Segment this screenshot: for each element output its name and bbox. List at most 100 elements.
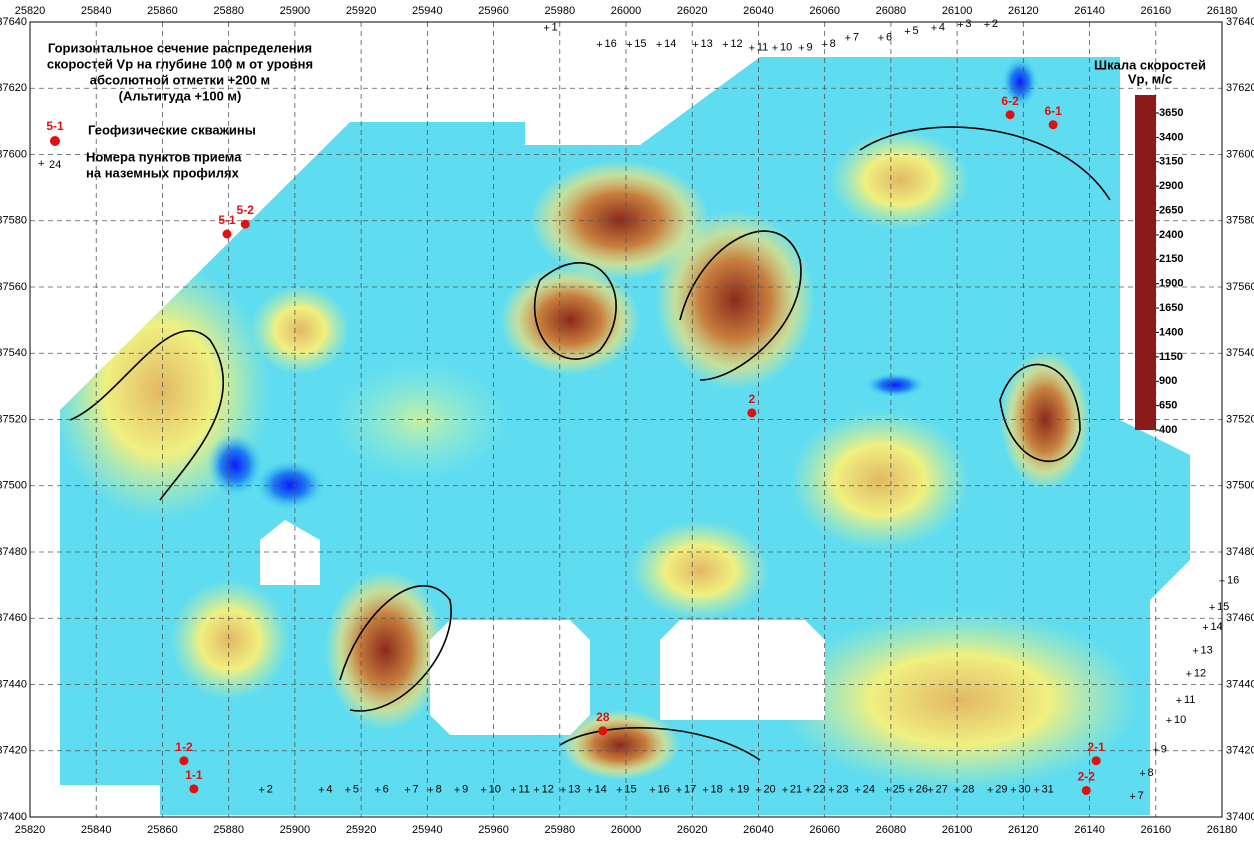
station-marker: + <box>878 32 884 44</box>
y-tick-label: 37620 <box>1226 82 1254 94</box>
y-tick-label: 37540 <box>0 347 27 359</box>
well-label: 2-2 <box>1078 770 1096 784</box>
station-marker: + <box>676 784 682 796</box>
station-marker: + <box>855 784 861 796</box>
station-label: 13 <box>1201 644 1213 656</box>
y-tick-label: 37580 <box>0 215 27 227</box>
title-line: Горизонтальное сечение распределения <box>48 40 312 55</box>
well-label: 2-1 <box>1088 740 1106 754</box>
station-label: 8 <box>436 783 442 795</box>
station-label: 15 <box>624 783 636 795</box>
station-label: 24 <box>863 783 875 795</box>
station-label: 12 <box>542 783 554 795</box>
station-marker: + <box>656 39 662 51</box>
colorbar-tick-label: 2900 <box>1159 180 1183 192</box>
station-marker: + <box>987 784 993 796</box>
well-marker <box>747 408 757 418</box>
station-label: 26 <box>916 783 928 795</box>
station-label: 4 <box>939 22 945 34</box>
station-marker: + <box>957 19 963 31</box>
station-marker: + <box>1186 668 1192 680</box>
x-tick-label: 26120 <box>1008 5 1039 17</box>
station-label: 5 <box>912 25 918 37</box>
station-marker: + <box>729 784 735 796</box>
station-label: 16 <box>657 783 669 795</box>
colorbar-tick-label: 1150 <box>1159 351 1183 363</box>
station-label: 9 <box>462 783 468 795</box>
station-marker: + <box>1209 602 1215 614</box>
x-tick-label: 25900 <box>280 5 311 17</box>
station-label: 15 <box>1217 601 1229 613</box>
x-tick-label: 25980 <box>544 5 575 17</box>
station-marker: + <box>722 39 728 51</box>
station-label: 16 <box>1227 575 1239 587</box>
station-label: 12 <box>1194 667 1206 679</box>
station-label: 11 <box>518 783 529 795</box>
y-tick-label: 37460 <box>0 612 27 624</box>
station-marker: + <box>543 23 549 35</box>
station-marker: + <box>1202 622 1208 634</box>
frame <box>29 21 1223 818</box>
well-label: 6-1 <box>1044 104 1062 118</box>
x-tick-label: 25920 <box>346 5 377 17</box>
well-marker <box>179 756 189 766</box>
well-marker <box>1091 756 1101 766</box>
legend: 5-1 Геофизические скважины + 24 Номера п… <box>38 119 256 180</box>
y-tick-label: 37440 <box>0 678 27 690</box>
x-tick-label: 26140 <box>1074 824 1105 836</box>
station-label: 11 <box>1184 694 1195 706</box>
station-label: 14 <box>1210 621 1222 633</box>
colorbar-ramp <box>1135 113 1156 430</box>
y-tick-label: 37600 <box>1226 148 1254 160</box>
colorbar-tick-label: 1900 <box>1159 278 1183 290</box>
station-marker: + <box>821 39 827 51</box>
well-marker <box>240 219 250 229</box>
well-label: 6-2 <box>1001 94 1019 108</box>
station-label: 29 <box>995 783 1007 795</box>
station-marker: + <box>927 784 933 796</box>
x-tick-label: 26060 <box>809 824 840 836</box>
x-tick-label: 25840 <box>81 5 112 17</box>
station-label: 13 <box>701 38 713 50</box>
colorbar-tick-label: 3150 <box>1159 156 1183 168</box>
x-tick-label: 26180 <box>1207 5 1238 17</box>
station-label: 21 <box>790 783 802 795</box>
station-label: 5 <box>353 783 359 795</box>
station-label: 2 <box>267 783 273 795</box>
y-tick-label: 37580 <box>1226 215 1254 227</box>
legend-station-text: Номера пунктов приема <box>86 149 242 164</box>
y-tick-label: 37440 <box>1226 678 1254 690</box>
station-label: 8 <box>1148 767 1154 779</box>
x-tick-label: 25960 <box>478 824 509 836</box>
station-label: 10 <box>1174 714 1186 726</box>
station-label: 17 <box>684 783 696 795</box>
well-marker <box>189 784 199 794</box>
colorbar: 3650 3400 3150 2900 2650 2400 2150 1900 1650 1400… <box>1094 57 1206 435</box>
station-marker: + <box>510 784 516 796</box>
y-tick-label: 37520 <box>1226 413 1254 425</box>
station-label: 16 <box>605 38 617 50</box>
station-marker: + <box>1219 576 1225 588</box>
well-label: 5-1 <box>218 213 236 227</box>
legend-well-text: Геофизические скважины <box>88 122 256 137</box>
title-line: скоростей Vp на глубине 100 м от уровня <box>47 56 313 71</box>
station-label: 14 <box>664 38 676 50</box>
y-tick-label: 37540 <box>1226 347 1254 359</box>
colorbar-tick-label: 900 <box>1159 375 1177 387</box>
x-tick-label: 26180 <box>1207 824 1238 836</box>
colorbar-tick-label: 1650 <box>1159 302 1183 314</box>
station-marker: + <box>692 39 698 51</box>
legend-station-sample: 24 <box>49 159 61 171</box>
station-marker: + <box>931 23 937 35</box>
station-label: 28 <box>962 783 974 795</box>
y-tick-label: 37600 <box>0 148 27 160</box>
colorbar-tick-label: 2150 <box>1159 253 1183 265</box>
station-marker: + <box>805 784 811 796</box>
x-tick-label: 26100 <box>942 824 973 836</box>
station-label: 7 <box>1138 790 1144 802</box>
station-marker: + <box>1153 745 1159 757</box>
station-marker: + <box>259 784 265 796</box>
x-tick-label: 25900 <box>280 824 311 836</box>
colorbar-title: Vp, м/с <box>1128 71 1172 86</box>
colorbar-tick-label: 400 <box>1159 424 1177 436</box>
